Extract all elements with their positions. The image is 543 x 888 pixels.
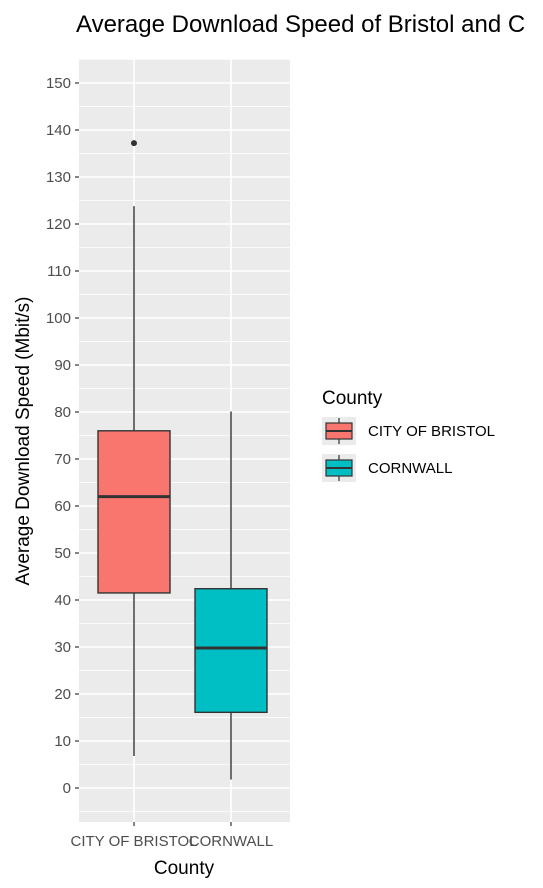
y-tick-label: 100 bbox=[46, 310, 71, 327]
legend-label: CITY OF BRISTOL bbox=[368, 423, 495, 440]
chart-title: Average Download Speed of Bristol and C bbox=[76, 11, 525, 38]
y-axis: 0 10 20 30 40 50 60 70 80 90 100 110 120 130 140 150 bbox=[46, 75, 79, 797]
y-axis-title: Average Download Speed (Mbit/s) bbox=[13, 296, 34, 585]
y-tick-label: 20 bbox=[54, 686, 71, 703]
x-tick-label: CORNWALL bbox=[189, 833, 273, 850]
box-iqr bbox=[97, 430, 171, 594]
y-tick-label: 80 bbox=[54, 404, 71, 421]
y-tick-label: 140 bbox=[46, 122, 71, 139]
box-iqr bbox=[194, 588, 268, 714]
y-tick-label: 110 bbox=[47, 263, 71, 280]
y-tick-label: 120 bbox=[46, 216, 71, 233]
legend-item: CORNWALL bbox=[322, 454, 452, 482]
legend-label: CORNWALL bbox=[368, 460, 452, 477]
y-tick-label: 70 bbox=[54, 451, 71, 468]
legend-item: CITY OF BRISTOL bbox=[322, 417, 495, 445]
boxes bbox=[97, 140, 268, 780]
y-tick-label: 130 bbox=[46, 169, 71, 186]
y-tick-label: 50 bbox=[54, 545, 71, 562]
y-tick-label: 10 bbox=[54, 733, 71, 750]
y-tick-label: 150 bbox=[46, 75, 71, 92]
x-axis-title: County bbox=[154, 858, 215, 879]
outlier-point bbox=[131, 140, 137, 147]
legend: County CITY OF BRISTOL CORNWALL bbox=[322, 388, 495, 482]
y-tick-label: 0 bbox=[63, 780, 71, 797]
boxplot-city-of-bristol bbox=[97, 140, 171, 757]
y-tick-label: 60 bbox=[54, 498, 71, 515]
legend-title: County bbox=[322, 388, 383, 409]
x-tick-label: CITY OF BRISTOL bbox=[71, 833, 198, 850]
y-tick-label: 90 bbox=[54, 357, 71, 374]
boxplot-cornwall bbox=[194, 411, 268, 780]
y-tick-label: 30 bbox=[54, 639, 71, 656]
y-tick-label: 40 bbox=[54, 592, 71, 609]
